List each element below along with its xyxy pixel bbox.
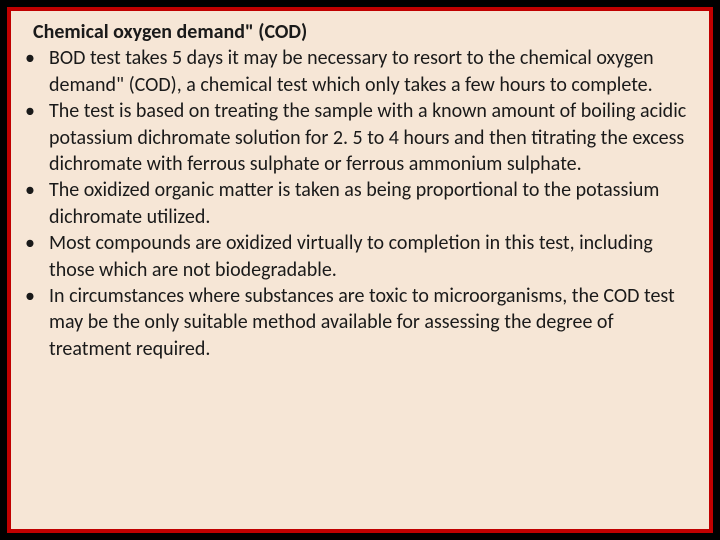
slide-content: Chemical oxygen demand" (COD) BOD test t… [7,7,713,533]
bullet-list: BOD test takes 5 days it may be necessar… [21,45,699,362]
slide-title: Chemical oxygen demand" (COD) [31,19,699,45]
bullet-text: The oxidized organic matter is taken as … [49,178,659,228]
bullet-text: Most compounds are oxidized virtually to… [49,231,653,281]
list-item: The test is based on treating the sample… [21,98,699,177]
slide-frame: Chemical oxygen demand" (COD) BOD test t… [0,0,720,540]
bullet-text: In circumstances where substances are to… [49,284,675,361]
bullet-text: The test is based on treating the sample… [49,99,686,176]
list-item: Most compounds are oxidized virtually to… [21,230,699,283]
list-item: The oxidized organic matter is taken as … [21,177,699,230]
list-item: BOD test takes 5 days it may be necessar… [21,45,699,98]
list-item: In circumstances where substances are to… [21,283,699,362]
bullet-text: BOD test takes 5 days it may be necessar… [49,46,654,96]
